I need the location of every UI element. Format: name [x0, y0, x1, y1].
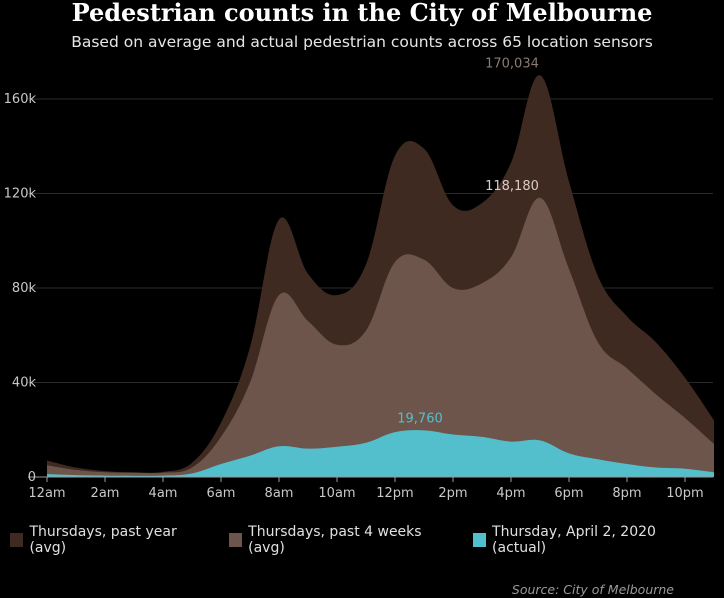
x-tick-label-10: 8pm: [612, 486, 641, 501]
area-series-1: [47, 197, 714, 478]
legend: Thursdays, past year (avg) Thursdays, pa…: [10, 524, 724, 556]
data-label-2: 19,760: [397, 411, 443, 426]
x-tick-label-8: 4pm: [496, 486, 525, 501]
legend-swatch-actual: [472, 533, 487, 547]
source-note: Source: City of Melbourne: [511, 582, 674, 597]
y-tick-label-2: 80k: [12, 281, 37, 296]
chart-title: Pedestrian counts in the City of Melbour…: [71, 0, 653, 27]
y-tick-label-3: 120k: [4, 187, 37, 202]
data-label-0: 170,034: [485, 56, 539, 71]
legend-label-past-4-weeks: Thursdays, past 4 weeks (avg): [248, 524, 422, 556]
data-label-1: 118,180: [485, 179, 539, 194]
x-tick-label-6: 12pm: [376, 486, 413, 501]
x-tick-label-7: 2pm: [438, 486, 467, 501]
legend-item-past-4-weeks: Thursdays, past 4 weeks (avg): [228, 524, 455, 556]
legend-swatch-past-4-weeks: [228, 533, 243, 547]
legend-item-past-year: Thursdays, past year (avg): [10, 524, 211, 556]
legend-item-actual: Thursday, April 2, 2020 (actual): [472, 524, 706, 556]
y-tick-label-1: 40k: [12, 376, 37, 391]
y-tick-label-4: 160k: [4, 92, 37, 107]
x-tick-label-9: 6pm: [554, 486, 583, 501]
legend-label-actual: Thursday, April 2, 2020 (actual): [492, 524, 656, 556]
x-tick-label-3: 6am: [207, 486, 236, 501]
x-tick-label-11: 10pm: [666, 486, 703, 501]
legend-label-past-year: Thursdays, past year (avg): [29, 524, 177, 556]
x-tick-label-0: 12am: [28, 486, 65, 501]
x-tick-label-1: 2am: [91, 486, 120, 501]
y-tick-label-0: 0: [28, 470, 36, 485]
chart-subtitle: Based on average and actual pedestrian c…: [71, 33, 653, 51]
x-tick-label-2: 4am: [149, 486, 178, 501]
x-tick-label-4: 8am: [265, 486, 294, 501]
x-tick-label-5: 10am: [318, 486, 355, 501]
area-series-2: [47, 430, 714, 477]
legend-swatch-past-year: [10, 533, 24, 547]
